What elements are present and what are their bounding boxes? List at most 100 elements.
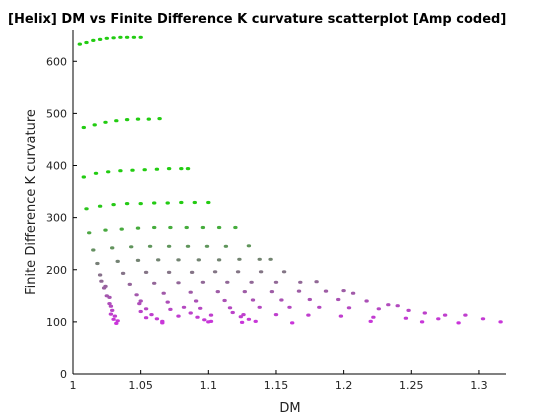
data-point-21 (118, 169, 123, 173)
data-point-114 (257, 305, 262, 309)
data-point-98 (137, 302, 142, 306)
x-axis-label: DM (279, 401, 300, 416)
data-point-62 (196, 258, 201, 262)
x-tick-label-1: 1.05 (128, 379, 153, 392)
data-point-51 (147, 244, 153, 248)
data-point-45 (200, 225, 206, 230)
data-point-18 (81, 175, 87, 179)
data-point-42 (152, 225, 157, 230)
y-tick-label-2: 200 (46, 264, 67, 277)
data-point-140 (290, 321, 295, 325)
data-point-160 (208, 319, 214, 323)
data-point-112 (198, 306, 203, 310)
data-point-150 (115, 319, 120, 323)
data-point-130 (371, 315, 376, 319)
data-point-142 (419, 320, 425, 324)
data-point-25 (166, 167, 172, 171)
data-point-14 (124, 118, 130, 122)
data-point-50 (129, 245, 134, 249)
data-point-103 (279, 298, 284, 302)
data-point-82 (249, 280, 254, 284)
x-tick-label-4: 1.2 (335, 379, 353, 392)
data-point-37 (206, 200, 211, 205)
data-point-59 (135, 258, 141, 262)
data-point-85 (314, 280, 319, 284)
data-point-119 (406, 308, 411, 312)
data-point-110 (138, 309, 143, 314)
data-point-144 (99, 279, 104, 283)
data-point-5 (111, 36, 116, 40)
data-point-66 (268, 257, 273, 261)
data-point-4 (104, 36, 110, 40)
data-point-36 (192, 200, 197, 205)
data-point-0 (77, 42, 83, 46)
data-point-19 (93, 171, 99, 175)
data-point-118 (376, 307, 381, 311)
data-point-7 (124, 35, 130, 39)
data-point-161 (230, 310, 235, 315)
data-point-102 (250, 298, 256, 302)
y-tick-label-4: 400 (46, 160, 67, 173)
data-point-101 (222, 298, 227, 303)
data-point-63 (216, 258, 222, 262)
data-point-30 (111, 203, 116, 207)
data-point-116 (317, 305, 322, 309)
data-point-115 (287, 305, 292, 309)
data-point-20 (106, 170, 111, 174)
data-point-136 (114, 321, 119, 325)
data-point-96 (350, 291, 356, 295)
data-point-73 (235, 270, 241, 274)
y-tick-label-3: 300 (46, 212, 67, 225)
data-point-151 (138, 299, 143, 303)
data-point-146 (104, 294, 110, 298)
data-point-152 (143, 307, 149, 311)
data-point-28 (84, 207, 89, 211)
data-point-48 (91, 248, 96, 252)
data-point-153 (149, 313, 154, 317)
data-point-93 (296, 289, 302, 293)
data-point-27 (185, 167, 191, 171)
data-point-143 (456, 321, 461, 325)
data-point-49 (110, 246, 115, 250)
y-tick-label-0: 0 (60, 368, 67, 381)
data-point-100 (193, 299, 199, 303)
data-point-81 (225, 280, 230, 284)
data-point-156 (181, 305, 187, 309)
data-point-10 (81, 125, 87, 130)
data-point-12 (103, 120, 108, 124)
data-point-125 (208, 313, 214, 317)
data-point-46 (216, 225, 222, 230)
data-point-70 (166, 270, 172, 274)
data-point-31 (124, 202, 130, 206)
data-point-155 (160, 319, 165, 323)
data-point-92 (269, 290, 275, 294)
data-point-135 (498, 320, 503, 324)
x-tick-label-5: 1.25 (399, 379, 424, 392)
data-point-8 (131, 35, 137, 39)
data-point-29 (97, 204, 103, 208)
data-point-3 (97, 37, 103, 42)
data-point-43 (168, 225, 173, 230)
y-ticks: 0 100 200 300 400 500 600 (46, 55, 77, 381)
data-point-13 (114, 119, 119, 123)
y-tick-label-5: 500 (46, 107, 67, 120)
data-point-65 (257, 257, 262, 261)
x-tick-label-3: 1.15 (264, 379, 289, 392)
data-point-154 (154, 317, 160, 321)
data-point-109 (108, 312, 114, 316)
y-axis-label: Finite Difference K curvature (24, 109, 39, 295)
data-point-60 (156, 258, 161, 262)
data-point-64 (237, 257, 242, 261)
data-point-67 (97, 273, 103, 277)
data-point-91 (242, 290, 247, 294)
data-point-148 (110, 308, 115, 312)
data-point-57 (95, 261, 100, 266)
data-point-55 (223, 244, 229, 248)
data-point-145 (101, 286, 107, 290)
data-point-95 (341, 289, 346, 293)
data-point-71 (189, 270, 195, 274)
data-point-94 (323, 289, 329, 293)
data-point-40 (119, 227, 124, 231)
data-point-83 (273, 280, 279, 284)
